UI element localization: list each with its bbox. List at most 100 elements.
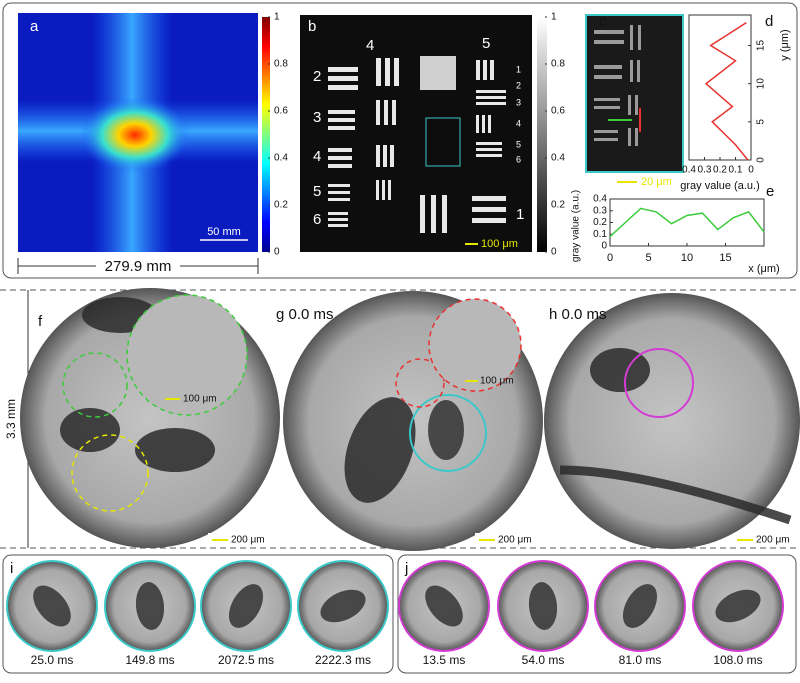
zoom (428, 298, 522, 392)
colorbar (262, 17, 270, 252)
roi (71, 434, 149, 512)
element-label: 2 (516, 80, 521, 90)
colorbar-label: 0.2 (551, 200, 565, 211)
target-bars (328, 56, 506, 233)
colorbar-label: 0.4 (551, 153, 565, 164)
x-tick-label: 0 (748, 165, 754, 176)
panel-frame (2, 554, 394, 674)
timestamp: 108.0 ms (713, 653, 762, 667)
panel-f: 100 μm 200 μm f (20, 288, 280, 548)
panel-g: 100 μm 200 μm g 0.0 ms (276, 291, 543, 551)
panel-label: b (308, 18, 316, 35)
y-axis-label: gray value (a.u.) (571, 190, 582, 262)
colorbar-label: 0.8 (551, 59, 565, 70)
timestamp: 2222.3 ms (315, 653, 371, 667)
colorbar-label: 0.8 (274, 59, 288, 70)
panel-frame (397, 554, 797, 674)
y-tick-label: 0.2 (593, 217, 607, 228)
specimen (33, 585, 71, 627)
y-axis-label: y (μm) (779, 29, 791, 60)
x-tick-label: 15 (719, 252, 731, 264)
label-bg (475, 533, 540, 546)
specimen (228, 584, 264, 628)
label-bg (208, 533, 273, 546)
scale-label: 200 μm (231, 535, 265, 546)
x-tick-label: 5 (645, 252, 651, 264)
specimen (320, 589, 366, 623)
element-label: 1 (516, 64, 521, 74)
panel-label: j (404, 560, 408, 577)
panel-a: a 50 mm 279.9 mm (17, 13, 270, 275)
specimen (528, 582, 558, 630)
roi (62, 352, 128, 418)
roi (624, 348, 694, 418)
panel-h: 200 μm h 0.0 ms (544, 293, 800, 549)
extent-label: 279.9 mm (105, 258, 172, 275)
timestamp: 149.8 ms (125, 653, 174, 667)
element-label: 6 (516, 154, 521, 164)
timestamp: 13.5 ms (423, 653, 466, 667)
element-label: 6 (313, 211, 321, 228)
specimen (428, 400, 464, 460)
roi (409, 394, 487, 472)
colorbar-label: 0.2 (274, 200, 288, 211)
y-tick-label: 0.4 (593, 194, 607, 205)
panel-label: h 0.0 ms (549, 306, 607, 323)
specimen (60, 408, 120, 452)
colorbar-label: 0.4 (274, 153, 288, 164)
y-tick-label: 0 (756, 157, 767, 163)
element-label: 4 (516, 118, 521, 128)
colorbar-label: 1 (551, 12, 557, 23)
x-tick-label: 0.2 (713, 165, 727, 176)
specimen (559, 465, 792, 525)
timestamp: 2072.5 ms (218, 653, 274, 667)
data-line (609, 207, 765, 238)
colorbar-label: 0.6 (551, 106, 565, 117)
x-axis-label: gray value (a.u.) (680, 180, 759, 192)
scale-label: 100 μm (481, 238, 518, 250)
scale-label: 200 μm (498, 535, 532, 546)
colorbar (537, 17, 547, 252)
element-label: 1 (516, 206, 524, 223)
panel-label: a (30, 18, 39, 35)
element-label: 3 (516, 97, 521, 107)
element-label: 5 (516, 139, 521, 149)
field-size: 3.3 mm (4, 399, 18, 439)
panel-label: c (599, 13, 607, 30)
panel-label: f (38, 313, 43, 330)
x-tick-label: 0.3 (698, 165, 712, 176)
specimen (344, 397, 416, 503)
y-tick-label: 15 (756, 40, 767, 52)
scale-label: 50 mm (207, 226, 241, 238)
specimen (715, 589, 761, 623)
specimen (135, 582, 165, 630)
x-tick-label: 0.1 (729, 165, 743, 176)
colorbar-label: 0 (551, 247, 557, 258)
colorbar-label: 0 (274, 247, 280, 258)
roi-box (425, 117, 461, 167)
plot-frame (609, 198, 765, 247)
panel-label: e (766, 183, 774, 200)
scale-label: 100 μm (183, 394, 217, 405)
element-label: 3 (313, 109, 321, 126)
group-label: 5 (482, 35, 490, 52)
panel-b: b 4 5 2 3 4 5 6 1 2 3 4 5 6 1 100 μm (300, 15, 547, 252)
element-label: 4 (313, 148, 321, 165)
y-tick-label: 0 (601, 241, 607, 252)
element-label: 5 (313, 183, 321, 200)
timestamp: 25.0 ms (31, 653, 74, 667)
data-line (704, 22, 749, 161)
specimen (135, 428, 215, 472)
x-tick-label: 10 (681, 252, 693, 264)
y-tick-label: 5 (756, 119, 767, 125)
zoom (126, 294, 248, 416)
specimen (425, 585, 463, 627)
colorbar-label: 1 (274, 12, 280, 23)
plot-frame (688, 14, 752, 161)
x-tick-label: 0 (607, 252, 613, 264)
label-bg (96, 258, 180, 274)
roi (395, 358, 445, 408)
scale-label: 20 μm (641, 176, 672, 188)
x-axis-label: x (μm) (748, 263, 779, 275)
